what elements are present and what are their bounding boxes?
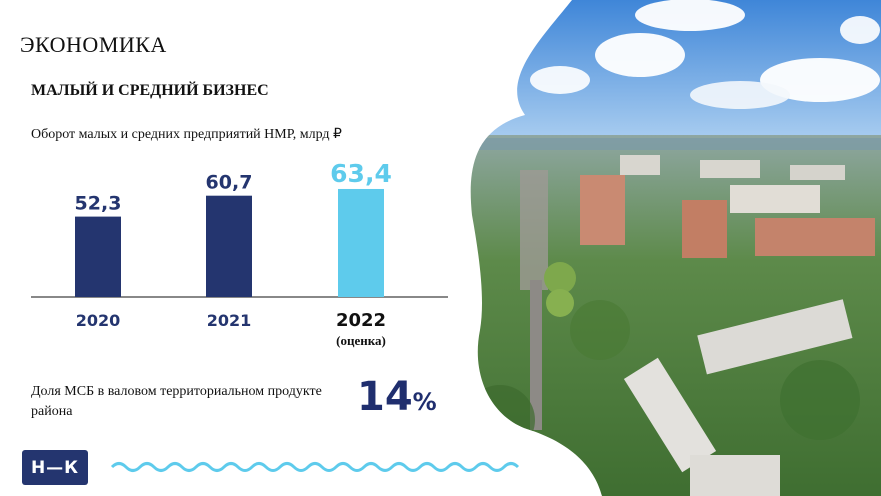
wave-line (110, 462, 520, 472)
bar-2022 (338, 188, 384, 297)
category-label-2022: 2022 (336, 310, 386, 331)
category-label-2021: 2021 (207, 311, 252, 330)
share-number: 14 (357, 374, 413, 420)
value-label-2022: 63,4 (330, 159, 392, 188)
bar-chart: 52,3 2020 60,7 2021 63,4 2022 (оценка) (31, 159, 448, 348)
section-subtitle: МАЛЫЙ И СРЕДНИЙ БИЗНЕС (31, 82, 269, 99)
chart-title: Оборот малых и средних предприятий НМР, … (31, 127, 342, 142)
bar-2020 (75, 216, 121, 297)
category-label-2020: 2020 (76, 311, 121, 330)
page-title: ЭКОНОМИКА (20, 32, 167, 57)
share-label: Доля МСБ в валовом территориальном проду… (31, 384, 322, 419)
share-value: 14% (357, 373, 437, 426)
value-label-2020: 52,3 (75, 193, 122, 215)
decorative-wave (110, 462, 520, 472)
share-unit: % (412, 388, 437, 416)
bar-2021 (206, 195, 252, 297)
logo: Н—К (22, 450, 88, 485)
value-label-2021: 60,7 (206, 172, 253, 194)
category-note-2022: (оценка) (336, 333, 386, 348)
